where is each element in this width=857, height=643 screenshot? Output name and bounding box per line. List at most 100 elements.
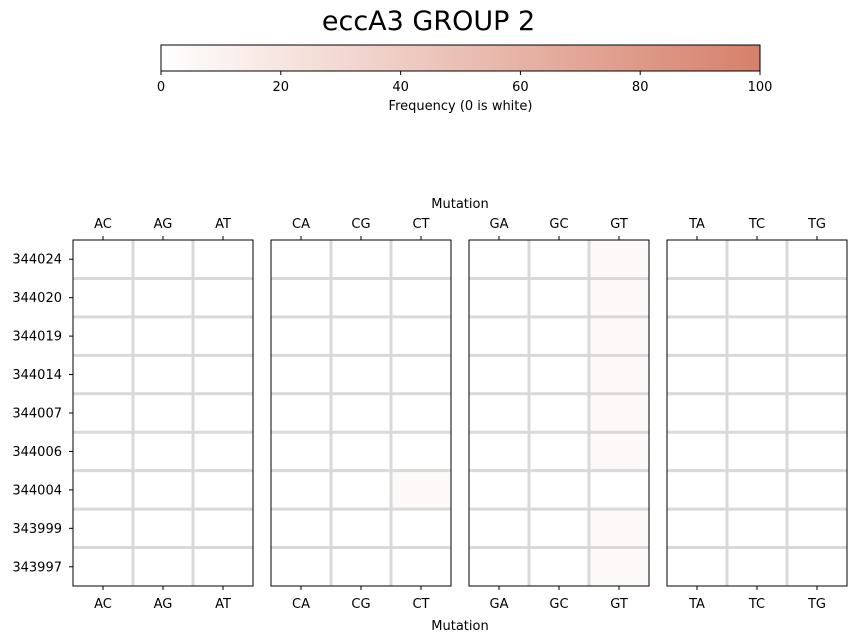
heatmap-cell bbox=[193, 470, 253, 510]
heatmap-cell bbox=[133, 278, 193, 317]
x-tick-label-top: CG bbox=[351, 217, 370, 232]
heatmap-cell bbox=[787, 393, 847, 433]
heatmap-cell bbox=[331, 509, 391, 548]
y-tick-label: 344019 bbox=[12, 330, 62, 345]
heatmap-cell bbox=[727, 278, 787, 317]
heatmap-cell bbox=[589, 355, 649, 394]
colorbar bbox=[160, 44, 761, 72]
heatmap-cell bbox=[133, 547, 193, 586]
heatmap-cell bbox=[331, 547, 391, 586]
heatmap-cell bbox=[469, 355, 529, 394]
x-tick-label-bottom: AT bbox=[215, 597, 231, 612]
heatmap-cell bbox=[391, 355, 451, 394]
heatmap-cell bbox=[73, 509, 133, 548]
y-tick-label: 344007 bbox=[12, 407, 62, 422]
chart-title: eccA3 GROUP 2 bbox=[321, 6, 536, 37]
heatmap-cell bbox=[529, 278, 589, 317]
heatmap-cell bbox=[727, 240, 787, 279]
heatmap-cell bbox=[331, 470, 391, 510]
heatmap-cell bbox=[73, 355, 133, 394]
x-tick-label-top: GT bbox=[610, 217, 628, 232]
heatmap-cell bbox=[589, 240, 649, 279]
x-tick-label-top: CA bbox=[292, 217, 310, 232]
heatmap-cell bbox=[589, 316, 649, 356]
heatmap-cell bbox=[667, 393, 727, 433]
heatmap-cell bbox=[133, 393, 193, 433]
heatmap-cell bbox=[391, 278, 451, 317]
heatmap-cell bbox=[787, 432, 847, 471]
heatmap-cell bbox=[133, 240, 193, 279]
heatmap-cell bbox=[193, 355, 253, 394]
heatmap-cell bbox=[667, 432, 727, 471]
heatmap-cell bbox=[667, 278, 727, 317]
heatmap-cell bbox=[469, 432, 529, 471]
heatmap-cell bbox=[667, 316, 727, 356]
heatmap-cell bbox=[391, 240, 451, 279]
heatmap-cell bbox=[727, 509, 787, 548]
heatmap-cell bbox=[469, 393, 529, 433]
x-tick-label-top: TC bbox=[748, 217, 765, 232]
heatmap-cell bbox=[73, 470, 133, 510]
colorbar-tick-label: 0 bbox=[157, 80, 165, 95]
x-tick-label-bottom: CT bbox=[412, 597, 429, 612]
heatmap-cell bbox=[193, 393, 253, 433]
heatmap-cell bbox=[331, 240, 391, 279]
heatmap-cell bbox=[133, 509, 193, 548]
heatmap-cell bbox=[469, 278, 529, 317]
heatmap-cell bbox=[727, 355, 787, 394]
heatmap-cell bbox=[787, 278, 847, 317]
heatmap-cell bbox=[667, 470, 727, 510]
heatmap-cell bbox=[271, 316, 331, 356]
heatmap-cell bbox=[271, 432, 331, 471]
heatmap-cell bbox=[73, 432, 133, 471]
heatmap-cell bbox=[133, 432, 193, 471]
heatmap-cell bbox=[193, 509, 253, 548]
x-tick-label-bottom: TA bbox=[688, 597, 705, 612]
heatmap-cell bbox=[193, 547, 253, 586]
heatmap-cell bbox=[391, 470, 451, 510]
heatmap-cell bbox=[787, 470, 847, 510]
heatmap-cell bbox=[391, 432, 451, 471]
colorbar-tick-label: 40 bbox=[392, 80, 409, 95]
heatmap-cell bbox=[469, 547, 529, 586]
x-tick-label-bottom: GA bbox=[490, 597, 509, 612]
heatmap-cell bbox=[271, 240, 331, 279]
heatmap-cell bbox=[73, 393, 133, 433]
x-tick-label-top: GA bbox=[490, 217, 509, 232]
heatmap-cell bbox=[667, 240, 727, 279]
heatmap-cell bbox=[133, 470, 193, 510]
heatmap-cell bbox=[73, 316, 133, 356]
x-tick-label-bottom: GT bbox=[610, 597, 628, 612]
heatmap-cell bbox=[271, 509, 331, 548]
x-tick-label-bottom: TC bbox=[748, 597, 765, 612]
heatmap-cell bbox=[271, 278, 331, 317]
colorbar-tick-label: 20 bbox=[273, 80, 290, 95]
heatmap-cell bbox=[787, 547, 847, 586]
heatmap-cell bbox=[589, 278, 649, 317]
colorbar-tick-label: 100 bbox=[748, 80, 773, 95]
heatmap-cell bbox=[589, 470, 649, 510]
heatmap-cell bbox=[469, 316, 529, 356]
heatmap-cell bbox=[667, 509, 727, 548]
heatmap-cell bbox=[787, 316, 847, 356]
colorbar-label: Frequency (0 is white) bbox=[389, 99, 533, 114]
heatmap-cell bbox=[589, 547, 649, 586]
heatmap-cell bbox=[271, 393, 331, 433]
heatmap-cell bbox=[271, 547, 331, 586]
y-tick-label: 344014 bbox=[12, 368, 62, 383]
colorbar-tick-label: 60 bbox=[512, 80, 529, 95]
heatmap-cell bbox=[331, 278, 391, 317]
x-tick-label-top: AG bbox=[154, 217, 173, 232]
heatmap-cell bbox=[727, 316, 787, 356]
x-tick-label-bottom: CA bbox=[292, 597, 310, 612]
heatmap-cell bbox=[271, 355, 331, 394]
heatmap-cell bbox=[589, 432, 649, 471]
heatmap-cell bbox=[193, 240, 253, 279]
heatmap-cell bbox=[529, 470, 589, 510]
x-axis-label-bottom: Mutation bbox=[431, 619, 488, 634]
x-tick-label-bottom: TG bbox=[807, 597, 826, 612]
heatmap-cell bbox=[73, 547, 133, 586]
heatmap-cell bbox=[529, 355, 589, 394]
heatmap-cell bbox=[529, 547, 589, 586]
heatmap-cell bbox=[667, 547, 727, 586]
